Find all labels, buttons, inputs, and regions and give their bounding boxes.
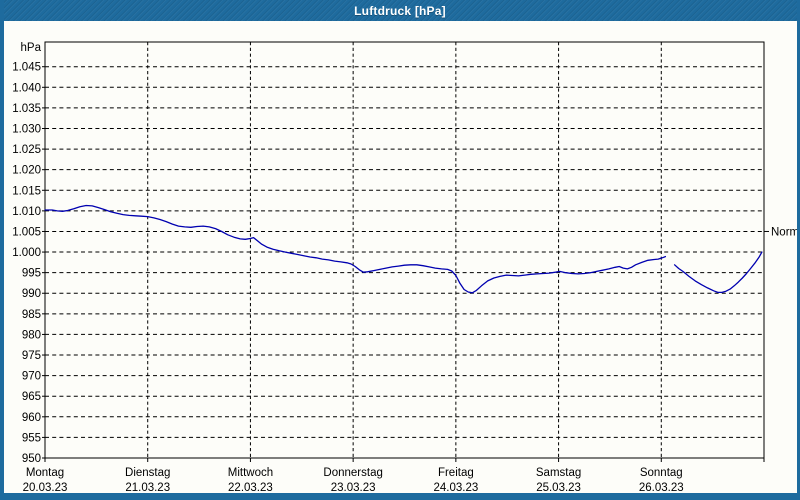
x-tick-date-label: 20.03.23	[23, 482, 68, 494]
y-tick-label: 970	[22, 371, 41, 383]
y-tick-label: 1.035	[12, 103, 41, 115]
plot-border	[44, 41, 765, 459]
pressure-curve-segment	[673, 251, 763, 294]
x-tick-day-label: Freitag	[438, 467, 474, 479]
title-bar: Luftdruck [hPa]	[4, 0, 797, 21]
x-tick-day-label: Dienstag	[125, 467, 170, 479]
x-tick-date-label: 24.03.23	[433, 482, 478, 494]
x-tick-day-label: Montag	[26, 467, 64, 479]
y-tick-label: 1.045	[12, 62, 41, 74]
window-title: Luftdruck [hPa]	[354, 3, 446, 18]
y-tick-label: 965	[22, 391, 41, 403]
y-tick-label: 1.030	[12, 123, 41, 135]
x-tick-date-label: 22.03.23	[228, 482, 273, 494]
y-axis-unit-label: hPa	[21, 42, 42, 54]
y-tick-label: 1.020	[12, 165, 41, 177]
x-tick-date-label: 21.03.23	[125, 482, 170, 494]
y-tick-label: 975	[22, 350, 41, 362]
y-tick-label: 1.010	[12, 206, 41, 218]
x-tick-date-label: 25.03.23	[536, 482, 581, 494]
pressure-curve-segment	[44, 204, 667, 294]
y-tick-label: 1.000	[12, 247, 41, 259]
y-tick-label: 955	[22, 432, 41, 444]
y-tick-label: 990	[22, 288, 41, 300]
y-tick-label: 1.005	[12, 226, 41, 238]
y-tick-label: 950	[22, 453, 41, 465]
y-tick-label: 1.025	[12, 144, 41, 156]
y-tick-label: 1.015	[12, 185, 41, 197]
x-tick-day-label: Mittwoch	[228, 467, 273, 479]
x-tick-day-label: Samstag	[536, 467, 581, 479]
y-tick-label: 980	[22, 329, 41, 341]
y-tick-label: 1.040	[12, 82, 41, 94]
normal-marker-label: Normal	[771, 226, 800, 238]
x-tick-day-label: Sonntag	[640, 467, 683, 479]
y-tick-label: 985	[22, 309, 41, 321]
x-tick-day-label: Donnerstag	[323, 467, 382, 479]
y-tick-label: 960	[22, 412, 41, 424]
x-tick-date-label: 26.03.23	[639, 482, 684, 494]
x-tick-date-label: 23.03.23	[331, 482, 376, 494]
y-tick-label: 995	[22, 268, 41, 280]
